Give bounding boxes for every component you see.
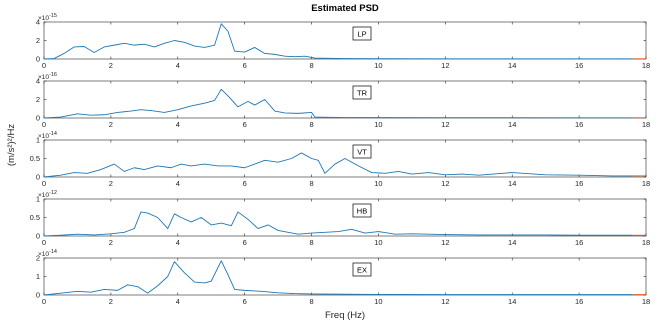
panel-label-box	[352, 262, 372, 277]
x-tick-label: 12	[441, 238, 449, 247]
x-tick-label: 10	[374, 297, 382, 306]
y-exponent-label: ×10-16	[38, 72, 57, 81]
y-tick-label: 1	[36, 195, 40, 204]
x-tick-label: 16	[575, 120, 583, 129]
x-tick-label: 0	[42, 61, 46, 70]
x-tick-label: 6	[243, 297, 247, 306]
x-tick-label: 10	[374, 120, 382, 129]
x-tick-label: 18	[642, 297, 650, 306]
panel-label: VT	[357, 148, 367, 157]
psd-series-line	[43, 211, 633, 237]
y-tick-label: 2	[36, 36, 40, 45]
x-tick-label: 0	[42, 297, 46, 306]
y-tick-label: 0.5	[30, 213, 40, 222]
x-tick-label: 6	[243, 179, 247, 188]
x-tick-label: 18	[642, 120, 650, 129]
x-tick-label: 16	[575, 61, 583, 70]
y-tick-label: 1	[36, 136, 40, 145]
x-tick-label: 14	[508, 179, 516, 188]
y-tick-label: 4	[36, 77, 40, 86]
x-tick-label: 12	[441, 120, 449, 129]
x-tick-label: 14	[508, 61, 516, 70]
y-exponent-label: ×10-14	[38, 249, 57, 258]
x-tick-label: 6	[243, 120, 247, 129]
y-tick-label: 0	[36, 232, 40, 241]
x-tick-label: 8	[309, 61, 313, 70]
panel-vt: 0 2 4 6 8 10 12 14 16 18 0 0.5 1×10-14 VT	[30, 131, 651, 188]
x-tick-label: 16	[575, 238, 583, 247]
x-tick-label: 6	[243, 61, 247, 70]
x-tick-label: 14	[508, 238, 516, 247]
x-tick-label: 4	[176, 179, 180, 188]
psd-series-line	[43, 260, 633, 296]
y-exponent-label: ×10-14	[38, 131, 57, 140]
x-tick-label: 10	[374, 179, 382, 188]
y-tick-label: 0	[36, 173, 40, 182]
x-tick-label: 16	[575, 297, 583, 306]
y-axis-label: (m/s²)²/Hz	[6, 124, 17, 166]
x-tick-label: 4	[176, 120, 180, 129]
x-tick-label: 12	[441, 61, 449, 70]
y-tick-label: 0	[36, 114, 40, 123]
x-tick-label: 8	[309, 238, 313, 247]
axes-frame	[43, 257, 647, 296]
y-tick-label: 0.5	[30, 154, 40, 163]
x-tick-label: 2	[109, 238, 113, 247]
panel-label: HB	[357, 207, 367, 216]
x-tick-label: 0	[42, 120, 46, 129]
y-tick-label: 0	[36, 55, 40, 64]
x-tick-label: 18	[642, 238, 650, 247]
panel-label-box	[352, 203, 372, 218]
y-tick-label: 2	[36, 254, 40, 263]
x-tick-label: 14	[508, 120, 516, 129]
psd-series-line	[43, 23, 633, 60]
x-tick-label: 12	[441, 297, 449, 306]
panel-label-box	[352, 26, 372, 41]
x-tick-label: 0	[42, 179, 46, 188]
panel-label: LP	[357, 30, 366, 39]
panel-hb: 0 2 4 6 8 10 12 14 16 18 0 0.5 1×10-12 HB	[30, 190, 651, 247]
y-tick-label: 1	[36, 272, 40, 281]
x-tick-label: 14	[508, 297, 516, 306]
x-tick-label: 10	[374, 61, 382, 70]
x-tick-label: 8	[309, 120, 313, 129]
y-exponent-label: ×10-15	[38, 13, 57, 22]
y-exponent-label: ×10-12	[38, 190, 57, 199]
x-tick-label: 4	[176, 238, 180, 247]
x-tick-label: 2	[109, 179, 113, 188]
y-tick-label: 2	[36, 95, 40, 104]
x-tick-label: 18	[642, 179, 650, 188]
y-tick-label: 0	[36, 291, 40, 300]
x-tick-label: 16	[575, 179, 583, 188]
axes-frame	[43, 80, 647, 119]
x-tick-label: 18	[642, 61, 650, 70]
panel-label-box	[352, 85, 372, 100]
x-tick-label: 0	[42, 238, 46, 247]
axes-frame	[43, 21, 647, 60]
psd-series-line	[43, 88, 633, 119]
x-axis-label: Freq (Hz)	[325, 310, 365, 321]
panel-label: TR	[357, 89, 368, 98]
x-tick-label: 4	[176, 61, 180, 70]
x-tick-label: 6	[243, 238, 247, 247]
panel-label: EX	[357, 266, 367, 275]
figure-title: Estimated PSD	[311, 3, 379, 14]
y-tick-label: 4	[36, 18, 40, 27]
x-tick-label: 12	[441, 179, 449, 188]
panel-label-box	[352, 144, 372, 159]
x-tick-label: 2	[109, 297, 113, 306]
psd-series-line	[43, 152, 633, 178]
x-tick-label: 2	[109, 120, 113, 129]
x-tick-label: 8	[309, 179, 313, 188]
x-tick-label: 10	[374, 238, 382, 247]
x-tick-label: 4	[176, 297, 180, 306]
x-tick-label: 2	[109, 61, 113, 70]
x-tick-label: 8	[309, 297, 313, 306]
